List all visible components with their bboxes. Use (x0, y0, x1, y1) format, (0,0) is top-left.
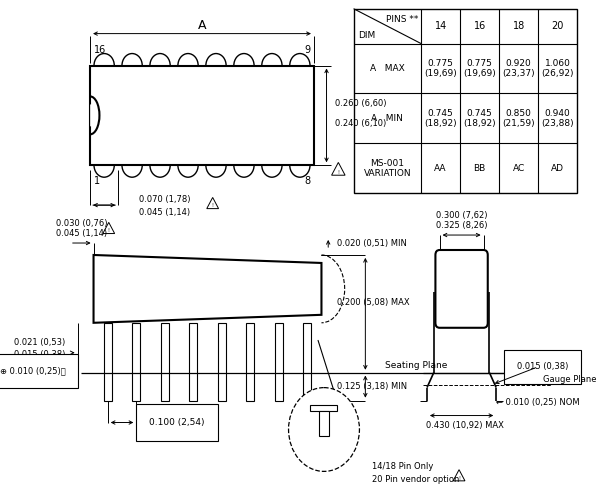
Text: A   MAX: A MAX (370, 64, 404, 73)
Text: 20: 20 (551, 21, 564, 31)
Bar (133, 323, 140, 401)
Bar (304, 323, 311, 401)
Text: AC: AC (512, 164, 525, 173)
Text: A: A (198, 19, 206, 32)
Polygon shape (94, 255, 322, 323)
Text: 0.430 (10,92) MAX: 0.430 (10,92) MAX (426, 421, 504, 430)
Text: 0.940
(23,88): 0.940 (23,88) (541, 109, 574, 128)
Text: !: ! (212, 203, 214, 208)
Text: !: ! (108, 228, 110, 233)
Text: 0.850
(21,59): 0.850 (21,59) (502, 109, 535, 128)
Text: 0.200 (5,08) MAX: 0.200 (5,08) MAX (337, 297, 409, 306)
Text: 0.030 (0,76): 0.030 (0,76) (56, 219, 107, 228)
Text: 0.100 (2,54): 0.100 (2,54) (149, 418, 205, 427)
Text: DIM: DIM (358, 31, 376, 40)
Text: 0.021 (0,53): 0.021 (0,53) (14, 338, 65, 347)
Text: 0.775
(19,69): 0.775 (19,69) (463, 59, 496, 78)
Text: 0.045 (1,14): 0.045 (1,14) (56, 229, 107, 238)
Text: 0.015 (0,38): 0.015 (0,38) (14, 350, 65, 359)
Text: !: ! (458, 476, 460, 481)
Text: 0.745
(18,92): 0.745 (18,92) (463, 109, 496, 128)
Text: ⊕ 0.010 (0,25)ⓥ: ⊕ 0.010 (0,25)ⓥ (0, 366, 65, 375)
Text: AD: AD (551, 164, 564, 173)
Text: Gauge Plane: Gauge Plane (542, 375, 596, 384)
Text: BB: BB (473, 164, 486, 173)
Text: PINS **: PINS ** (386, 14, 418, 23)
Bar (161, 323, 169, 401)
Text: ← 0.010 (0,25) NOM: ← 0.010 (0,25) NOM (496, 398, 580, 407)
Circle shape (289, 388, 359, 472)
Text: 0.020 (0,51) MIN: 0.020 (0,51) MIN (337, 239, 407, 248)
Text: 18: 18 (512, 21, 525, 31)
Text: 0.260 (6,60): 0.260 (6,60) (335, 99, 386, 108)
Bar (190, 323, 197, 401)
Text: 0.325 (8,26): 0.325 (8,26) (436, 221, 487, 230)
Text: 1.060
(26,92): 1.060 (26,92) (541, 59, 574, 78)
Text: 1: 1 (94, 176, 100, 186)
Bar (353, 8, 577, 193)
Text: 16: 16 (473, 21, 486, 31)
Text: 16: 16 (94, 44, 106, 54)
Text: 0.125 (3,18) MIN: 0.125 (3,18) MIN (337, 382, 407, 391)
Bar (275, 323, 283, 401)
Bar (247, 323, 254, 401)
Text: 0.920
(23,37): 0.920 (23,37) (502, 59, 535, 78)
Text: A   MIN: A MIN (371, 114, 403, 123)
Text: 0.045 (1,14): 0.045 (1,14) (139, 208, 190, 217)
Bar (218, 323, 226, 401)
Bar (90, 65, 314, 165)
Text: 0.070 (1,78): 0.070 (1,78) (139, 195, 190, 204)
Bar (310, 405, 337, 411)
Text: 9: 9 (304, 44, 310, 54)
Bar (319, 411, 329, 437)
Text: 0.775
(19,69): 0.775 (19,69) (424, 59, 457, 78)
Text: 20 Pin vendor option: 20 Pin vendor option (372, 475, 460, 484)
Text: 14: 14 (434, 21, 447, 31)
FancyBboxPatch shape (436, 250, 488, 328)
Text: 8: 8 (304, 176, 310, 186)
Text: 14/18 Pin Only: 14/18 Pin Only (372, 462, 433, 471)
Text: 0.015 (0,38): 0.015 (0,38) (517, 362, 568, 371)
Text: 0.300 (7,62): 0.300 (7,62) (436, 211, 487, 220)
Text: AA: AA (434, 164, 447, 173)
Wedge shape (90, 104, 100, 126)
Text: 0.240 (6,10): 0.240 (6,10) (335, 119, 386, 128)
Text: !: ! (337, 170, 340, 175)
Bar (104, 323, 112, 401)
Text: MS-001
VARIATION: MS-001 VARIATION (364, 159, 411, 178)
Text: Seating Plane: Seating Plane (385, 361, 447, 370)
Text: 0.745
(18,92): 0.745 (18,92) (424, 109, 457, 128)
